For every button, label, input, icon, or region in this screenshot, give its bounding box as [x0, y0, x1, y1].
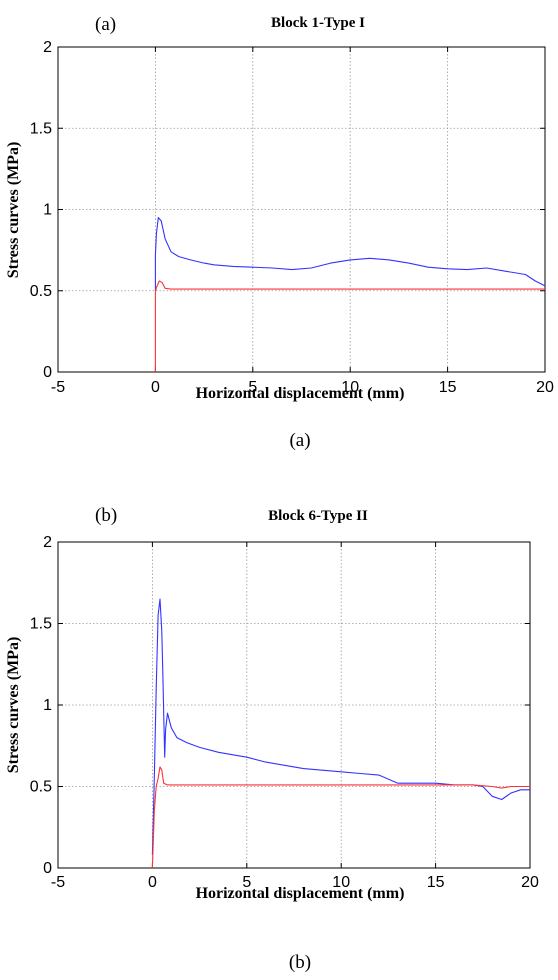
chart-b-ytick-label: 1.5 [30, 616, 52, 633]
chart-a-series-red-line [154, 280, 545, 372]
chart-panel-a: -5 0 5 10 15 20 0 0.5 1 1.5 2 (a) Block 1-Type I Hori… [5, 14, 554, 451]
chart-b-panel-label: (b) [95, 505, 117, 526]
chart-b-xlabel: Horizontal displacement (mm) [196, 885, 405, 902]
chart-b-title: Block 6-Type II [268, 508, 368, 524]
chart-a-ytick-label: 0 [43, 364, 52, 381]
chart-b-xtick-label: 10 [332, 874, 350, 891]
chart-b-xtick-label: 5 [242, 874, 251, 891]
chart-b-xtick-label: 20 [521, 874, 539, 891]
chart-b-ytick-label: 0 [43, 860, 52, 877]
chart-a-xtick-label: 20 [536, 379, 554, 396]
chart-a-title: Block 1-Type I [271, 15, 365, 31]
chart-b-xtick-label: -5 [51, 874, 65, 891]
chart-b-series-red-line [151, 766, 530, 869]
chart-b-ytick-label: 1 [43, 697, 52, 714]
chart-a-xtick-label: 5 [248, 379, 257, 396]
chart-a-ytick-label: 1.5 [30, 120, 52, 137]
chart-b-ytick-label: 0.5 [30, 779, 52, 796]
chart-b-ylabel: Stress curves (MPa) [5, 637, 22, 774]
chart-a-xtick-label: 10 [341, 379, 359, 396]
chart-a-caption: (a) [289, 430, 310, 451]
chart-a-ytick-label: 0.5 [30, 283, 52, 300]
chart-a-ytick-label: 1 [43, 202, 52, 219]
chart-a-ylabel: Stress curves (MPa) [5, 142, 22, 279]
chart-a-xlabel: Horizontal displacement (mm) [196, 385, 405, 402]
chart-a-xtick-label: 0 [151, 379, 160, 396]
chart-b-caption: (b) [289, 952, 311, 973]
chart-a-ytick-label: 2 [43, 39, 52, 56]
chart-b-ytick-label: 2 [43, 534, 52, 551]
chart-b-xtick-label: 15 [427, 874, 445, 891]
chart-a-series-blue-line [154, 217, 546, 291]
chart-a-panel-label: (a) [95, 14, 116, 35]
chart-a-xtick-label: 15 [439, 379, 457, 396]
chart-a-xtick-label: -5 [51, 379, 65, 396]
chart-panel-b: -5 0 5 10 15 20 0 0.5 1 1.5 2 (b) Block 6-Type II Hor… [0, 490, 558, 980]
chart-b-xtick-label: 0 [148, 874, 157, 891]
